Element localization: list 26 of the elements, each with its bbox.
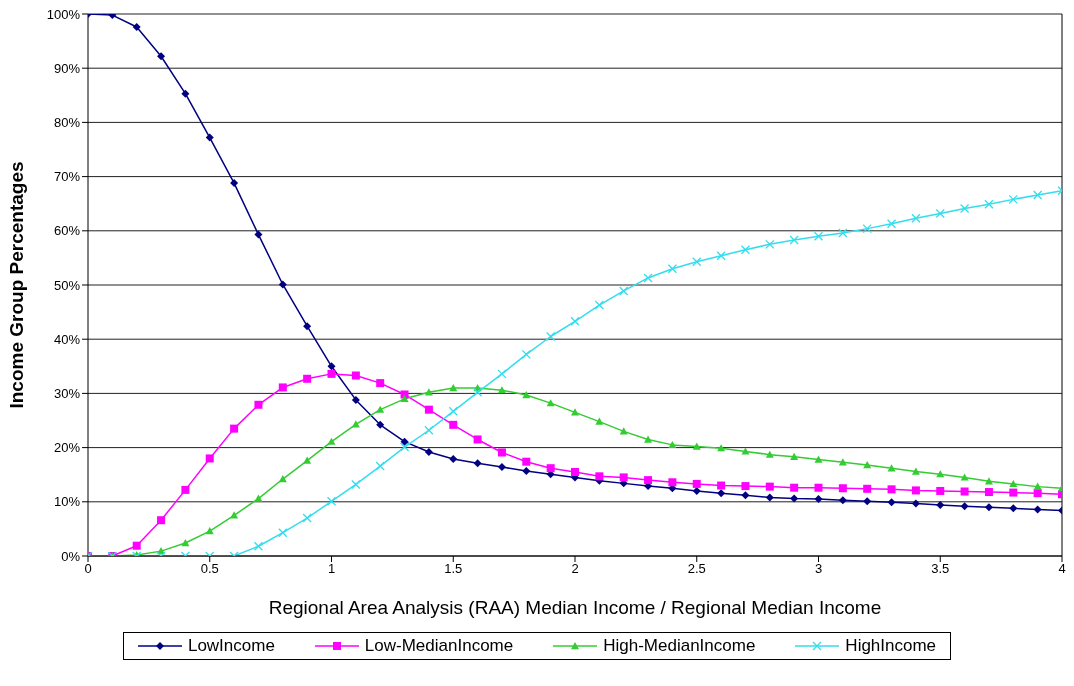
x-tick-label: 3 [814, 561, 823, 577]
y-tick-label: 0% [61, 548, 81, 564]
x-axis-title: Regional Area Analysis (RAA) Median Income / Regional Median Income [268, 597, 882, 618]
y-tick-label: 50% [53, 277, 81, 293]
x-tick-label: 1.5 [444, 561, 463, 577]
legend-label: High-MedianIncome [603, 636, 756, 656]
y-tick-label: 90% [53, 60, 81, 76]
legend-label: Low-MedianIncome [364, 636, 514, 656]
x-tick-label: 4 [1058, 561, 1066, 577]
y-tick-label: 70% [53, 169, 81, 185]
y-tick-label: 30% [53, 386, 81, 402]
x-tick-label: 0.5 [200, 561, 219, 577]
legend-label: HighIncome [845, 636, 937, 656]
y-tick-label: 80% [53, 115, 81, 131]
x-tick-label: 1 [327, 561, 336, 577]
y-tick-label: 60% [53, 223, 81, 239]
y-tick-label: 10% [53, 494, 81, 510]
y-tick-label: 40% [53, 331, 81, 347]
y-tick-label: 100% [46, 6, 81, 22]
y-axis-title: Income Group Percentages [5, 161, 27, 409]
y-tick-label: 20% [53, 440, 81, 456]
x-tick-label: 2 [571, 561, 579, 577]
legend-label: LowIncome [187, 636, 275, 656]
x-tick-label: 2.5 [687, 561, 706, 577]
x-tick-label: 3.5 [931, 561, 950, 577]
x-tick-label: 0 [84, 561, 92, 577]
